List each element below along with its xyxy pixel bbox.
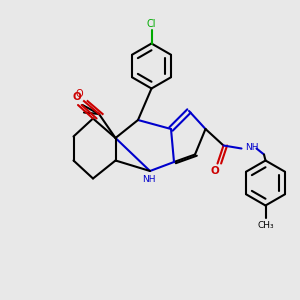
Text: NH: NH: [142, 175, 155, 184]
Text: O: O: [72, 92, 81, 102]
Text: CH₃: CH₃: [257, 221, 274, 230]
Text: NH: NH: [245, 142, 259, 152]
Text: O: O: [210, 166, 219, 176]
Text: O: O: [76, 89, 83, 100]
Text: Cl: Cl: [147, 19, 156, 29]
